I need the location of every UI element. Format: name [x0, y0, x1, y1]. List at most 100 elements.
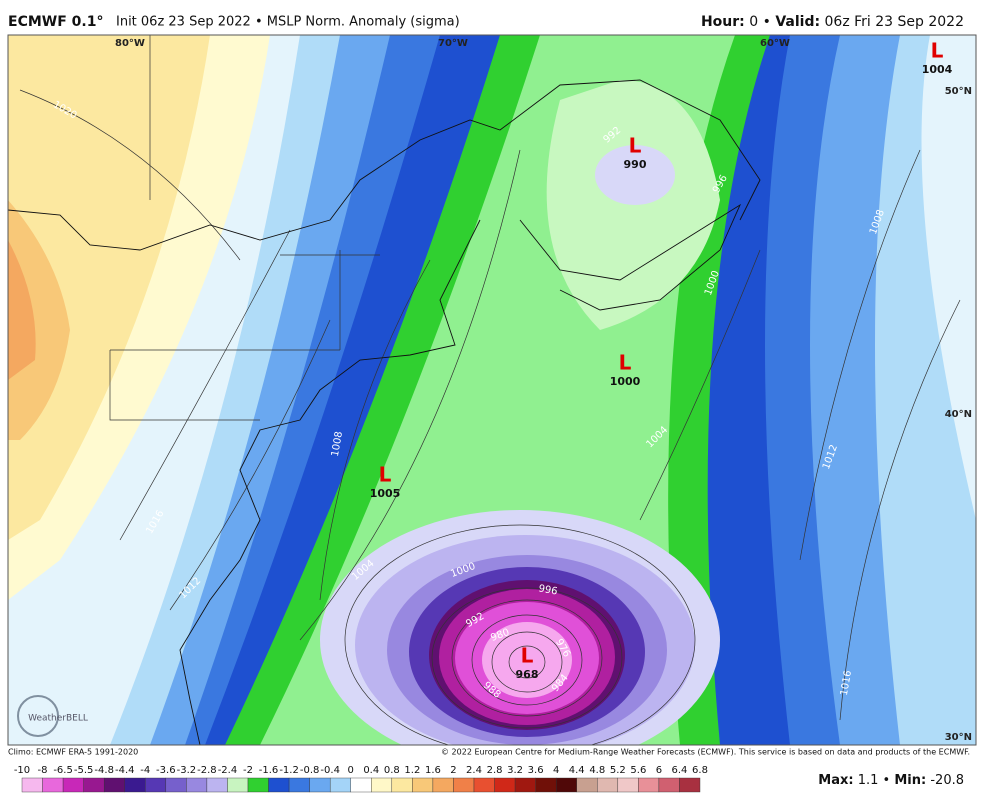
map-frame — [7, 34, 977, 746]
low-symbol: L — [629, 134, 642, 158]
colorbar-swatch — [103, 777, 125, 793]
isobar-label: 996 — [538, 583, 559, 597]
field — [8, 240, 36, 380]
field — [8, 200, 70, 440]
low-pressure: 1000 — [610, 375, 641, 388]
colorbar-label: 0.4 — [363, 765, 379, 776]
colorbar-swatch — [494, 777, 516, 793]
colorbar-label: -6.5 — [53, 765, 73, 776]
low-pressure: 968 — [516, 668, 539, 681]
colorbar-label: 5.2 — [610, 765, 626, 776]
low-pressure: 1004 — [922, 63, 953, 76]
low-symbol: L — [521, 644, 534, 668]
logo — [17, 695, 59, 737]
colorbar-label: -2 — [243, 765, 253, 776]
colorbar-label: 1.6 — [425, 765, 441, 776]
stats: Max: 1.1 • Min: -20.8 — [818, 773, 964, 788]
max-label: Max: — [818, 773, 853, 788]
copyright: © 2022 European Centre for Medium-Range … — [441, 748, 970, 757]
colorbar-swatch — [371, 777, 393, 793]
colorbar-swatch — [186, 777, 208, 793]
model: ECMWF 0.1° — [8, 14, 103, 30]
field — [8, 35, 210, 540]
colorbar-swatch — [165, 777, 187, 793]
lat-label: 40°N — [945, 409, 972, 420]
colorbar-swatch — [412, 777, 434, 793]
colorbar-swatch — [679, 777, 701, 793]
colorbar-swatch — [227, 777, 249, 793]
colorbar: -10 -8 -6.5 -5.5 -4.8 -4.4 -4 -3.6 -3.2 -2.8 -2.4-… — [14, 765, 708, 793]
colorbar-swatch — [432, 777, 454, 793]
valid-info: Hour: 0 • Valid: 06z Fri 23 Sep 2022 — [701, 14, 964, 30]
colorbar-label: -2.4 — [218, 765, 238, 776]
colorbar-swatch — [391, 777, 413, 793]
colorbar-label: -2.8 — [197, 765, 217, 776]
low-symbol: L — [931, 39, 944, 63]
colorbar-label: -10 — [14, 765, 30, 776]
max: 1.1 — [858, 773, 879, 788]
colorbar-label: -3.2 — [177, 765, 197, 776]
colorbar-label: 4 — [553, 765, 559, 776]
hour: 0 — [749, 14, 758, 30]
colorbar-swatch — [247, 777, 269, 793]
separator: • — [763, 14, 771, 30]
field — [546, 80, 720, 330]
min: -20.8 — [930, 773, 964, 788]
map: 80°W 70°W 60°W 50°N 40°N 30°N 1020101610… — [8, 35, 976, 745]
colorbar-swatch — [145, 777, 167, 793]
colorbar-label: 0.8 — [384, 765, 400, 776]
colorbar-swatch — [350, 777, 372, 793]
field — [595, 145, 675, 205]
colorbar-swatch — [617, 777, 639, 793]
lon-label: 70°W — [438, 38, 468, 49]
colorbar-label: 0 — [348, 765, 354, 776]
low-symbol: L — [379, 463, 392, 487]
colorbar-swatch — [597, 777, 619, 793]
isobar-label: 1008 — [330, 431, 345, 458]
min-label: Min: — [894, 773, 926, 788]
colorbar-swatch — [576, 777, 598, 793]
low-pressure: 1005 — [370, 487, 401, 500]
colorbar-label: 4.8 — [589, 765, 605, 776]
colorbar-swatch — [42, 777, 64, 793]
colorbar-swatch — [555, 777, 577, 793]
colorbar-label: 5.6 — [630, 765, 646, 776]
colorbar-swatch — [329, 777, 351, 793]
lon-label: 60°W — [760, 38, 790, 49]
low-pressure: 990 — [624, 158, 647, 171]
colorbar-swatch — [658, 777, 680, 793]
climo: Climo: ECMWF ERA-5 1991-2020 — [8, 748, 138, 757]
colorbar-swatch — [83, 777, 105, 793]
colorbar-label: -4 — [140, 765, 150, 776]
colorbar-swatch — [453, 777, 475, 793]
lat-label: 50°N — [945, 86, 972, 97]
colorbar-label: 3.6 — [528, 765, 544, 776]
colorbar-label: -5.5 — [74, 765, 94, 776]
isobar-label: 1016 — [839, 670, 854, 697]
colorbar-label: -1.6 — [259, 765, 279, 776]
colorbar-swatch — [268, 777, 290, 793]
colorbar-swatch — [124, 777, 146, 793]
colorbar-swatch — [21, 777, 43, 793]
lat-label: 30°N — [945, 732, 972, 743]
colorbar-label: 6 — [656, 765, 662, 776]
colorbar-label: 4.4 — [569, 765, 585, 776]
subtitle: Init 06z 23 Sep 2022 • MSLP Norm. Anomal… — [116, 15, 460, 30]
isobars — [19, 89, 961, 745]
colorbar-label: -4.8 — [94, 765, 114, 776]
colorbar-swatch — [288, 777, 310, 793]
colorbar-swatch — [514, 777, 536, 793]
field — [482, 622, 572, 698]
colorbar-label: -3.6 — [156, 765, 176, 776]
colorbar-label: -8 — [38, 765, 48, 776]
coastlines — [8, 35, 761, 745]
valid-label: Valid: — [775, 14, 820, 30]
colorbar-swatch — [535, 777, 557, 793]
separator: • — [883, 773, 891, 788]
colorbar-label: 3.2 — [507, 765, 523, 776]
valid: 06z Fri 23 Sep 2022 — [825, 14, 964, 30]
colorbar-label: -1.2 — [279, 765, 299, 776]
colorbar-swatch — [638, 777, 660, 793]
